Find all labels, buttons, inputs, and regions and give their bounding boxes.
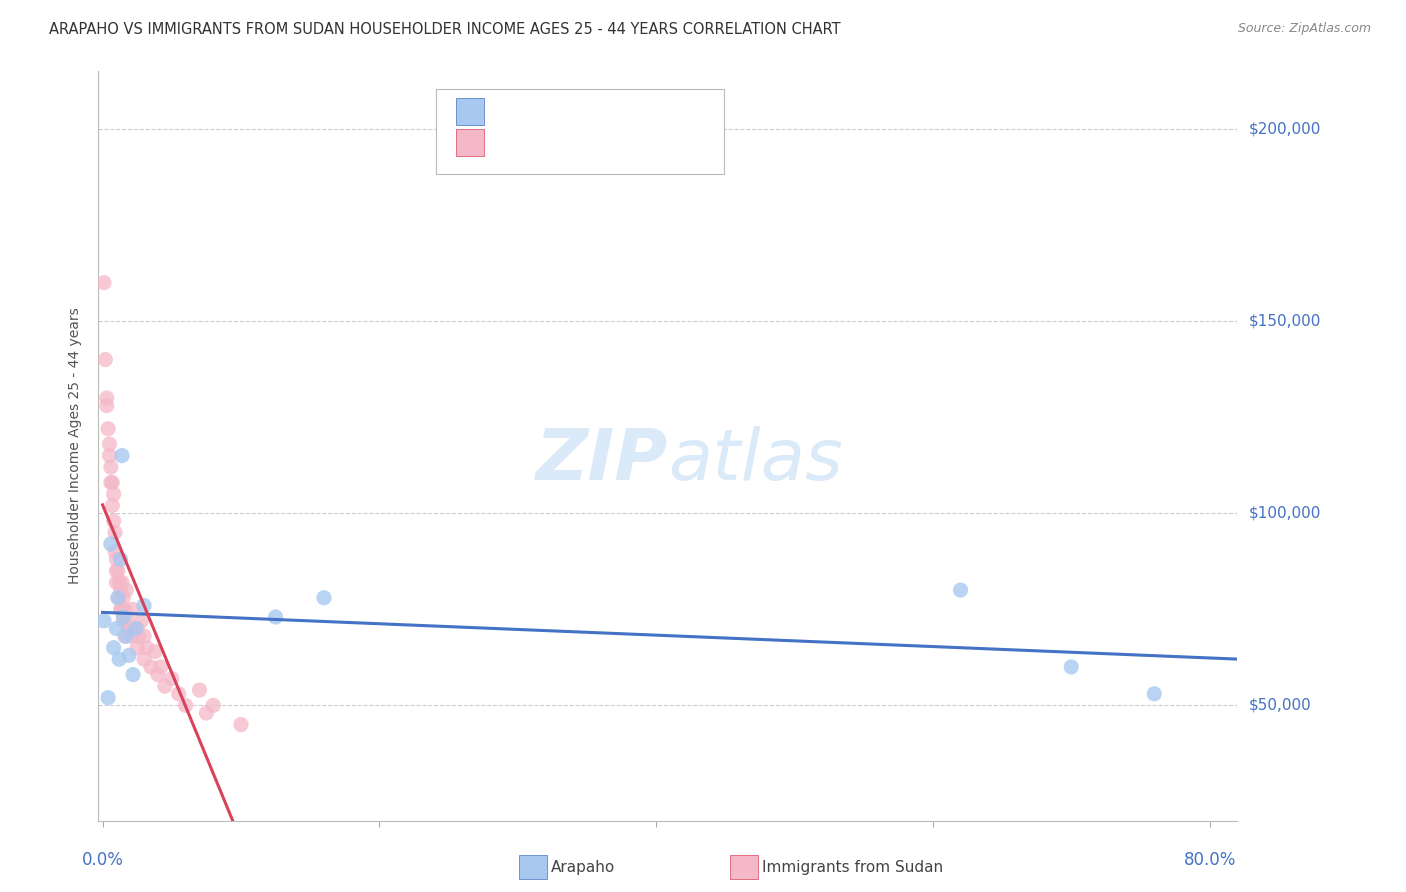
Point <box>105 564 128 578</box>
Point <box>94 352 117 367</box>
Point <box>202 698 225 713</box>
Point <box>110 552 132 566</box>
Text: 0.0%: 0.0% <box>82 851 124 869</box>
Point <box>117 614 139 628</box>
Text: $100,000: $100,000 <box>1249 506 1320 521</box>
Point <box>229 717 252 731</box>
Point <box>1060 660 1083 674</box>
Text: N =: N = <box>603 104 637 119</box>
Point <box>110 602 132 616</box>
Y-axis label: Householder Income Ages 25 - 44 years: Householder Income Ages 25 - 44 years <box>69 308 83 584</box>
Text: 20: 20 <box>638 104 659 119</box>
Point <box>153 679 176 693</box>
Text: Source: ZipAtlas.com: Source: ZipAtlas.com <box>1237 22 1371 36</box>
Point <box>122 602 145 616</box>
Text: -0.151: -0.151 <box>533 104 588 119</box>
Point <box>167 687 190 701</box>
Text: $150,000: $150,000 <box>1249 314 1320 328</box>
Point <box>139 660 162 674</box>
Point <box>143 644 166 658</box>
Point <box>111 575 134 590</box>
Point <box>104 544 127 558</box>
Point <box>104 525 127 540</box>
Point <box>146 667 169 681</box>
Point <box>132 599 155 613</box>
Point <box>160 672 183 686</box>
Point <box>103 487 125 501</box>
Text: 53: 53 <box>638 136 659 150</box>
Point <box>105 622 128 636</box>
Point <box>98 437 121 451</box>
Point <box>101 475 124 490</box>
Text: R =: R = <box>491 104 529 119</box>
Point <box>100 460 122 475</box>
Point <box>93 276 115 290</box>
Point <box>125 622 148 636</box>
Point <box>949 583 972 598</box>
Text: Immigrants from Sudan: Immigrants from Sudan <box>762 860 943 874</box>
Point <box>96 391 118 405</box>
Point <box>107 591 129 605</box>
Point <box>132 629 155 643</box>
Point <box>100 537 122 551</box>
Point <box>1143 687 1166 701</box>
Point <box>188 683 211 698</box>
Point <box>114 602 136 616</box>
Text: ARAPAHO VS IMMIGRANTS FROM SUDAN HOUSEHOLDER INCOME AGES 25 - 44 YEARS CORRELATI: ARAPAHO VS IMMIGRANTS FROM SUDAN HOUSEHO… <box>49 22 841 37</box>
Point <box>131 614 153 628</box>
Point <box>101 499 124 513</box>
Text: ZIP: ZIP <box>536 426 668 495</box>
Point <box>110 583 132 598</box>
Point <box>108 652 131 666</box>
Text: $200,000: $200,000 <box>1249 121 1320 136</box>
Point <box>264 610 287 624</box>
Point <box>115 629 138 643</box>
Point <box>98 449 121 463</box>
Text: R =: R = <box>491 136 524 150</box>
Point <box>108 591 131 605</box>
Point <box>111 449 134 463</box>
Point <box>112 591 135 605</box>
Point <box>120 622 142 636</box>
Point <box>122 667 145 681</box>
Point <box>97 422 120 436</box>
Point <box>105 575 128 590</box>
Point <box>108 575 131 590</box>
Text: $50,000: $50,000 <box>1249 698 1312 713</box>
Point <box>112 614 135 628</box>
Point <box>103 640 125 655</box>
Point <box>174 698 197 713</box>
Point <box>135 640 157 655</box>
Point <box>114 629 136 643</box>
Text: -0.406: -0.406 <box>533 136 588 150</box>
Point <box>100 475 122 490</box>
Point <box>115 583 138 598</box>
Point <box>103 514 125 528</box>
Text: Arapaho: Arapaho <box>551 860 616 874</box>
Point <box>132 652 155 666</box>
Point <box>111 602 134 616</box>
Text: N =: N = <box>603 136 637 150</box>
Text: 80.0%: 80.0% <box>1184 851 1236 869</box>
Point <box>93 614 115 628</box>
Point <box>312 591 335 605</box>
Text: atlas: atlas <box>668 426 842 495</box>
Point <box>127 622 149 636</box>
Point <box>112 610 135 624</box>
Point <box>107 564 129 578</box>
Point <box>127 640 149 655</box>
Point <box>121 629 143 643</box>
Point <box>105 552 128 566</box>
Point <box>118 648 141 663</box>
Point <box>128 629 150 643</box>
Point <box>97 690 120 705</box>
Point <box>96 399 118 413</box>
Point <box>195 706 218 720</box>
Point <box>149 660 172 674</box>
